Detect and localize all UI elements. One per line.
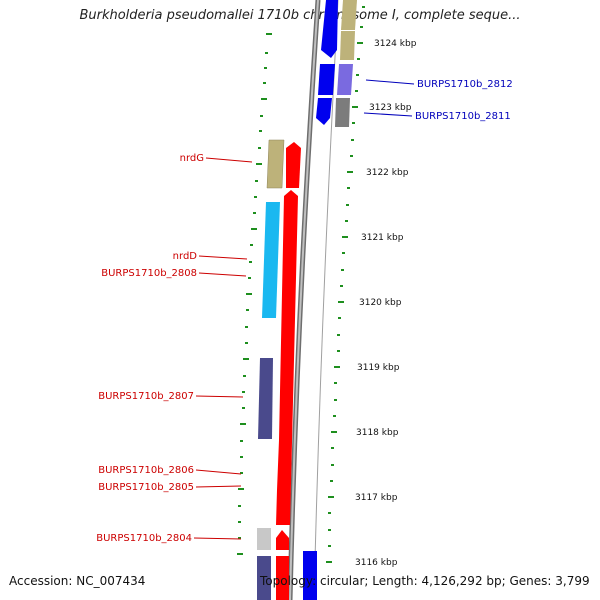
gene-BURPS1710b-2808[interactable] [262,202,280,318]
label-BURPS1710b-2812: BURPS1710b_2812 [417,79,513,90]
label-nrdG: nrdG [180,153,204,164]
scale-label-3119: 3119 kbp [357,363,400,373]
gene-red-long[interactable] [276,190,298,525]
scale-label-3121: 3121 kbp [361,233,404,243]
map-title: Burkholderia pseudomallei 1710b chromoso… [79,8,521,23]
reverse-strand-genes[interactable] [257,139,285,600]
gene-top-khaki-1[interactable] [341,0,357,30]
scale-label-3124: 3124 kbp [374,39,417,49]
gene-red-bottom[interactable] [276,556,289,600]
label-BURPS1710b-2806: BURPS1710b_2806 [98,465,194,476]
gene-lower-slate[interactable] [257,556,271,600]
scale-label-3123: 3123 kbp [369,103,412,113]
scale-label-3118: 3118 kbp [356,428,399,438]
gene-bottom-blue[interactable] [303,551,317,600]
scale-labels: 3124 kbp 3123 kbp 3122 kbp 3121 kbp 3120… [355,39,417,568]
gene-BURPS1710b-2804[interactable] [257,528,271,550]
topology-text: Topology: circular; Length: 4,126,292 bp… [260,574,590,588]
gene-red-upper[interactable] [286,142,301,188]
gene-red-lower[interactable] [276,530,289,550]
gene-top-khaki-2[interactable] [340,31,355,60]
upper-gene-stack[interactable] [316,0,357,127]
forward-strand-genes[interactable] [276,142,301,600]
label-BURPS1710b-2808: BURPS1710b_2808 [101,268,197,279]
gene-nrdG[interactable] [266,139,285,189]
gene-labels-left: nrdG nrdD BURPS1710b_2808 BURPS1710b_280… [96,153,204,544]
scale-label-3120: 3120 kbp [359,298,402,308]
gene-labels-right: BURPS1710b_2812 BURPS1710b_2811 [415,79,513,122]
label-BURPS1710b-2807: BURPS1710b_2807 [98,391,194,402]
label-BURPS1710b-2805: BURPS1710b_2805 [98,482,194,493]
gene-blue-2812-pair[interactable] [318,64,335,95]
gene-blue-2811-pair[interactable] [316,98,332,125]
gene-top-blue-1[interactable] [321,0,338,58]
label-leaders-right [363,79,415,117]
label-leaders-left [193,157,253,540]
label-nrdD: nrdD [173,251,198,262]
gene-BURPS1710b-2807[interactable] [258,358,273,439]
inner-ticks [237,33,272,555]
scale-label-3122: 3122 kbp [366,168,409,178]
accession-text: Accession: NC_007434 [9,574,146,588]
scale-label-3117: 3117 kbp [355,493,398,503]
scale-label-3116: 3116 kbp [355,558,398,568]
outer-ticks [326,6,365,563]
label-BURPS1710b-2811: BURPS1710b_2811 [415,111,511,122]
label-BURPS1710b-2804: BURPS1710b_2804 [96,533,192,544]
backbone-inner [289,0,319,600]
gene-BURPS1710b-2811[interactable] [335,98,350,127]
gene-BURPS1710b-2812[interactable] [337,64,353,95]
